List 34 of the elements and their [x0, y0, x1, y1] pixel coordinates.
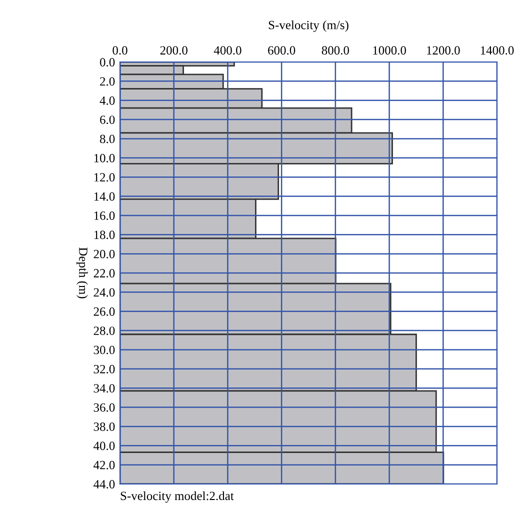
y-tick-label: 2.0	[100, 77, 115, 86]
x-tick-label: 1200.0	[427, 46, 460, 55]
y-tick-label: 6.0	[100, 116, 115, 124]
y-tick-label: 28.0	[94, 326, 115, 336]
y-tick-label: 32.0	[94, 364, 115, 374]
y-tick-label: 20.0	[94, 250, 115, 258]
text: S-velocity model:2.dat	[120, 491, 234, 503]
x-tick-label: 200.0	[160, 46, 188, 55]
x-tick-label: 600.0	[268, 46, 296, 55]
y-tick-label: 42.0	[94, 460, 115, 470]
y-tick-label: 16.0	[94, 211, 115, 220]
x-tick-label: 800.0	[322, 46, 350, 55]
y-axis-title: Depth (m)	[76, 248, 88, 298]
x-tick-label: 400.0	[214, 46, 242, 55]
y-tick-label: 24.0	[94, 288, 115, 297]
y-tick-label: 36.0	[94, 403, 115, 412]
y-tick-label: 30.0	[94, 346, 115, 354]
y-tick-label: 44.0	[94, 480, 115, 489]
y-tick-label: 0.0	[100, 58, 115, 67]
x-tick-label: 1000.0	[373, 46, 406, 55]
y-tick-label: 26.0	[94, 307, 115, 316]
y-tick-label: 22.0	[94, 269, 115, 278]
y-tick-label: 14.0	[94, 192, 115, 201]
y-tick-label: 38.0	[94, 422, 115, 431]
x-axis-title: S-velocity (m/s)	[268, 20, 348, 32]
y-tick-label: 12.0	[94, 173, 115, 182]
x-tick-label: 1400.0	[480, 46, 514, 55]
y-tick-label: 40.0	[94, 442, 115, 450]
x-tick-label: 0.0	[112, 46, 128, 55]
y-tick-label: 4.0	[100, 96, 115, 105]
y-tick-label: 34.0	[94, 384, 115, 393]
y-tick-label: 8.0	[100, 134, 115, 144]
y-tick-label: 18.0	[94, 230, 115, 240]
y-tick-label: 10.0	[94, 154, 115, 162]
